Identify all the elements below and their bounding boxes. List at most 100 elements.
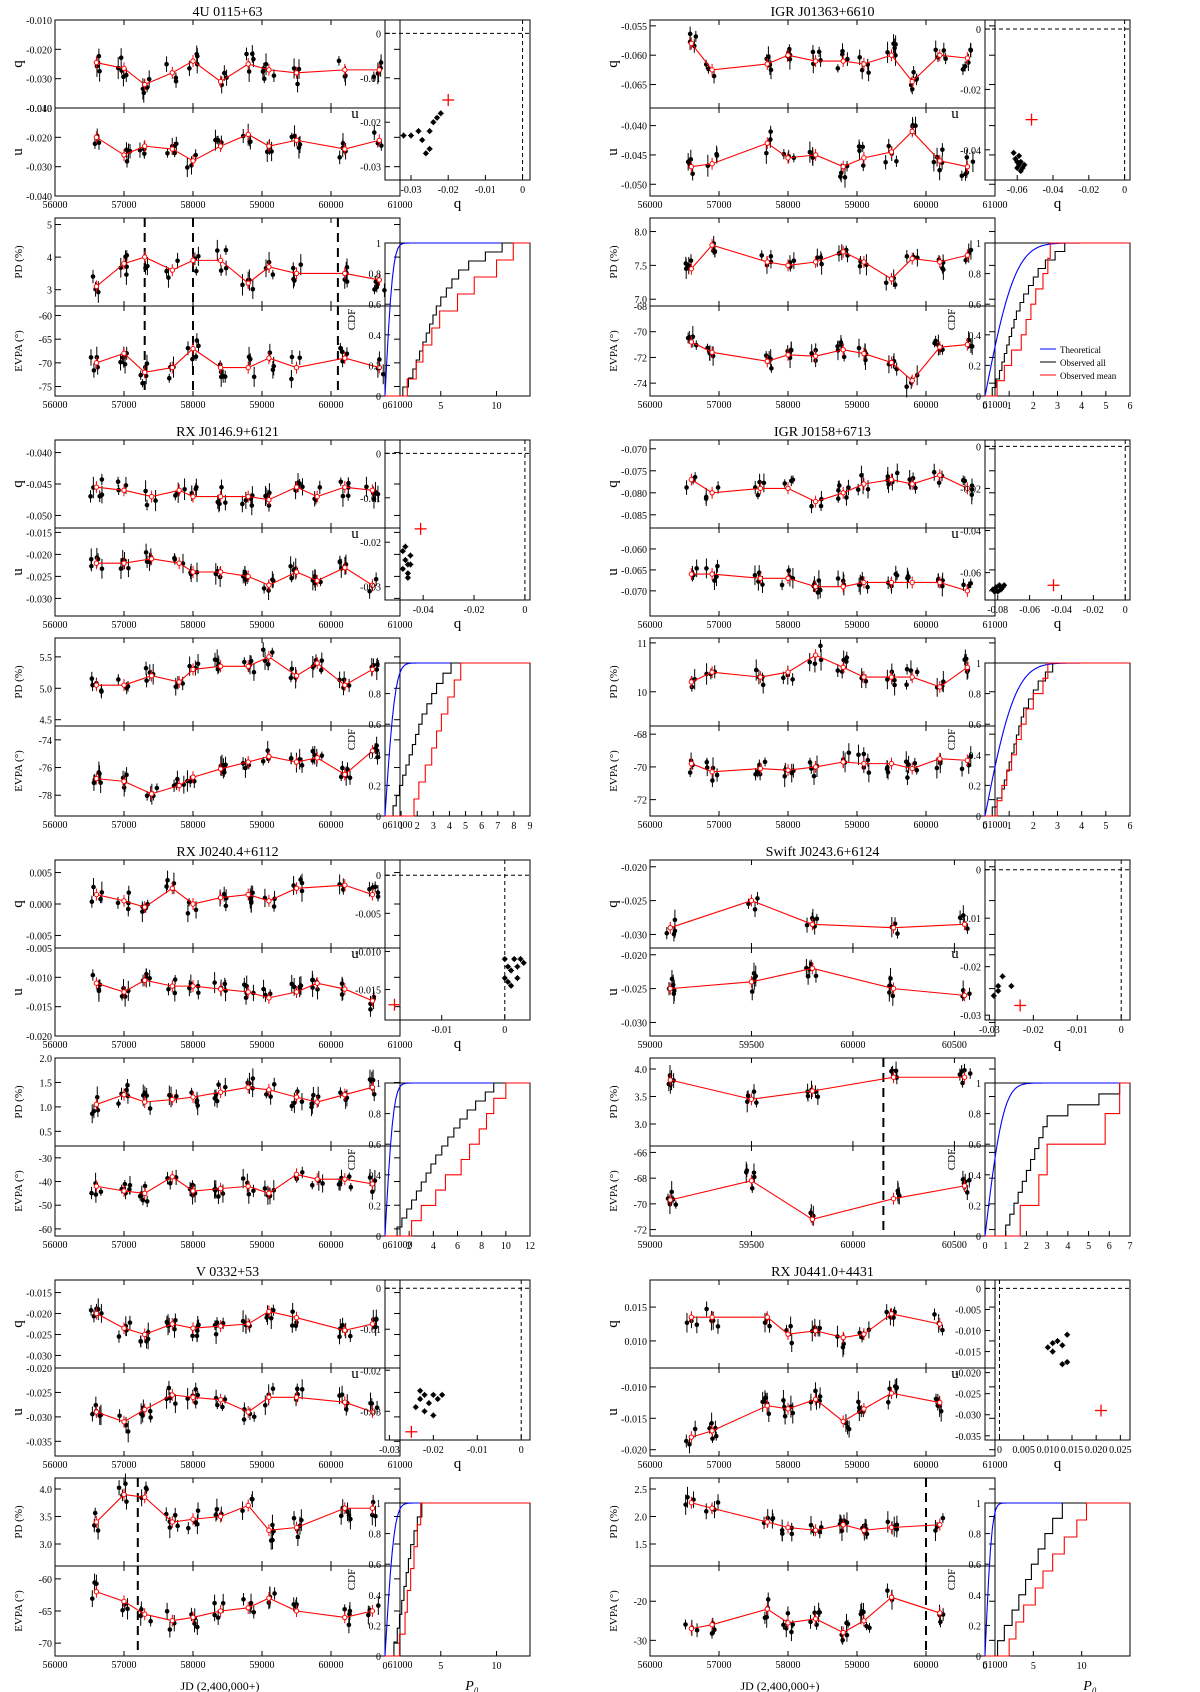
qu-xtick-label: 0 (1119, 1025, 1124, 1036)
jd-tick-label: 61000 (388, 620, 413, 631)
data-point (164, 884, 169, 889)
cdf-xtick-label: 6 (1128, 821, 1133, 832)
q-ytick-label: -0.040 (26, 104, 52, 115)
mean-point (909, 674, 915, 680)
cdf-observed-all-line (985, 662, 1130, 817)
cdf-xtick-label: 3 (431, 821, 436, 832)
cdf-ytick-label: 0.6 (969, 1560, 982, 1571)
qu-xtick-label: 0 (519, 1445, 524, 1456)
data-point (865, 487, 871, 492)
data-point (167, 1627, 173, 1632)
mean-line (691, 341, 968, 382)
cdf-ytick-label: 0.4 (369, 1171, 382, 1182)
data-point (885, 765, 890, 770)
pd-axis-label: PD (%) (608, 1085, 620, 1119)
pd-ytick-label: 5 (47, 221, 52, 232)
cdf-xtick-label: 2 (1031, 821, 1036, 832)
qu-ylabel: u (351, 526, 359, 542)
u-frame (649, 527, 996, 617)
data-point (243, 995, 249, 1001)
cdf-ytick-label: 0.4 (969, 331, 982, 342)
data-point (241, 1417, 247, 1422)
mean-point (861, 259, 867, 265)
data-point (768, 137, 773, 142)
qu-point (423, 151, 429, 156)
mean-point (314, 578, 320, 584)
mean-point (121, 65, 127, 72)
data-point (222, 1084, 228, 1090)
qu-ytick-label: -0.04 (960, 527, 981, 538)
jd-tick-label: 60000 (319, 1460, 344, 1471)
data-point (223, 265, 229, 271)
mean-point (688, 571, 695, 577)
mean-point (709, 242, 715, 248)
data-point (88, 494, 93, 499)
mean-point (709, 1314, 715, 1320)
mean-point (840, 347, 846, 353)
data-point (687, 770, 693, 775)
data-point (95, 1528, 101, 1533)
jd-tick-label: 56000 (638, 1460, 663, 1471)
pd-ytick-label: 11 (637, 639, 647, 650)
mean-point (169, 1096, 176, 1103)
data-point (762, 759, 768, 765)
data-point (913, 485, 918, 491)
cdf-theoretical-line (984, 1502, 1130, 1657)
mean-point (961, 992, 968, 999)
data-point (220, 1601, 226, 1606)
data-point (127, 1182, 133, 1188)
qu-ytick-label: -0.010 (955, 1327, 981, 1338)
qu-xlabel: q (1054, 1456, 1062, 1472)
cdf-frame (384, 242, 531, 397)
data-point (846, 485, 851, 490)
mean-point (342, 146, 348, 152)
mean-point (888, 276, 895, 282)
data-point (221, 891, 227, 897)
qu-ytick-label: 0 (976, 25, 981, 36)
mean-point (245, 663, 251, 669)
data-point (838, 340, 844, 345)
mean-point (266, 264, 272, 270)
evpa-axis-label: EVPA (°) (13, 330, 25, 372)
data-point (245, 1080, 250, 1086)
data-point (844, 495, 849, 500)
evpa-ytick-label: -60 (39, 1575, 52, 1586)
mean-point (266, 1595, 272, 1601)
data-point (960, 67, 966, 72)
cdf-ytick-label: 0.4 (369, 1591, 382, 1602)
data-point (683, 1502, 688, 1507)
qu-point (511, 956, 517, 962)
qu-point (992, 589, 997, 594)
data-point (370, 1499, 376, 1505)
data-point (299, 1387, 305, 1392)
data-point (187, 663, 192, 669)
mean-point (342, 355, 348, 361)
mean-point (293, 484, 300, 490)
data-point (250, 1076, 256, 1081)
cdf-observed-mean-line (385, 1082, 530, 1237)
data-point (263, 61, 269, 67)
mean-point (245, 280, 251, 286)
data-point (751, 971, 757, 976)
q-frame (54, 1279, 401, 1369)
mean-point (861, 760, 867, 767)
qu-point (403, 544, 408, 549)
cdf-axis-label: CDF (946, 1569, 958, 1590)
data-point (904, 682, 909, 688)
jd-tick-label: 57000 (707, 820, 732, 831)
mean-point (293, 1171, 300, 1178)
cdf-axis-label: CDF (946, 1149, 958, 1170)
qu-xtick-label: -0.01 (431, 1025, 452, 1036)
jd-tick-label: 61000 (983, 400, 1008, 411)
data-point (222, 374, 228, 379)
mean-point (142, 143, 148, 149)
mean-line (691, 130, 968, 168)
data-point (669, 1189, 674, 1195)
qu-xtick-label: -0.04 (1043, 185, 1064, 196)
data-point (933, 338, 938, 344)
cdf-ytick-label: 0.8 (969, 690, 982, 701)
mean-point (961, 1074, 968, 1080)
data-point (914, 76, 920, 81)
